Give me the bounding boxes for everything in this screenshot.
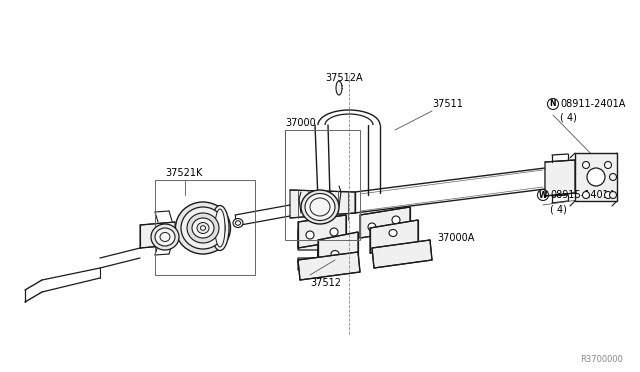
Ellipse shape: [155, 228, 175, 246]
Bar: [155, 180, 255, 275]
Ellipse shape: [215, 209, 225, 247]
Polygon shape: [370, 220, 418, 253]
Text: 37511: 37511: [432, 99, 463, 109]
Ellipse shape: [582, 161, 589, 169]
Ellipse shape: [392, 216, 400, 224]
Ellipse shape: [609, 173, 616, 180]
Text: 37521K: 37521K: [165, 168, 202, 178]
Polygon shape: [360, 207, 410, 238]
Polygon shape: [140, 222, 175, 248]
Text: N: N: [550, 99, 556, 109]
Ellipse shape: [582, 192, 589, 199]
Text: 08911-2401A: 08911-2401A: [560, 99, 625, 109]
Text: 37000A: 37000A: [437, 233, 474, 243]
Ellipse shape: [305, 193, 335, 221]
Ellipse shape: [389, 230, 397, 237]
Ellipse shape: [181, 207, 225, 249]
Bar: [285, 130, 360, 240]
Text: 37000: 37000: [285, 118, 316, 128]
Ellipse shape: [609, 192, 616, 199]
Ellipse shape: [605, 192, 611, 199]
Ellipse shape: [187, 213, 219, 243]
Text: 37512A: 37512A: [325, 73, 363, 83]
Polygon shape: [318, 232, 358, 268]
Ellipse shape: [330, 228, 338, 236]
Text: W: W: [539, 190, 547, 199]
Ellipse shape: [301, 190, 339, 224]
Ellipse shape: [306, 231, 314, 239]
Polygon shape: [298, 252, 360, 280]
Text: ( 4): ( 4): [550, 204, 567, 214]
Text: 08915-1401A: 08915-1401A: [550, 190, 616, 200]
Polygon shape: [545, 160, 575, 196]
Ellipse shape: [331, 250, 339, 257]
Ellipse shape: [605, 161, 611, 169]
Text: R3700000: R3700000: [580, 356, 623, 365]
Polygon shape: [298, 200, 338, 270]
Bar: [575, 153, 617, 201]
Ellipse shape: [192, 218, 214, 238]
Ellipse shape: [151, 224, 179, 250]
Polygon shape: [290, 190, 355, 218]
Ellipse shape: [368, 223, 376, 231]
Polygon shape: [372, 240, 432, 268]
Polygon shape: [298, 215, 346, 248]
Ellipse shape: [200, 226, 205, 230]
Ellipse shape: [211, 205, 229, 250]
Ellipse shape: [236, 221, 241, 225]
Ellipse shape: [197, 222, 209, 234]
Ellipse shape: [233, 218, 243, 228]
Ellipse shape: [587, 168, 605, 186]
Ellipse shape: [336, 81, 342, 95]
Text: 37512: 37512: [310, 278, 341, 288]
Ellipse shape: [175, 202, 230, 254]
Text: ( 4): ( 4): [560, 113, 577, 123]
